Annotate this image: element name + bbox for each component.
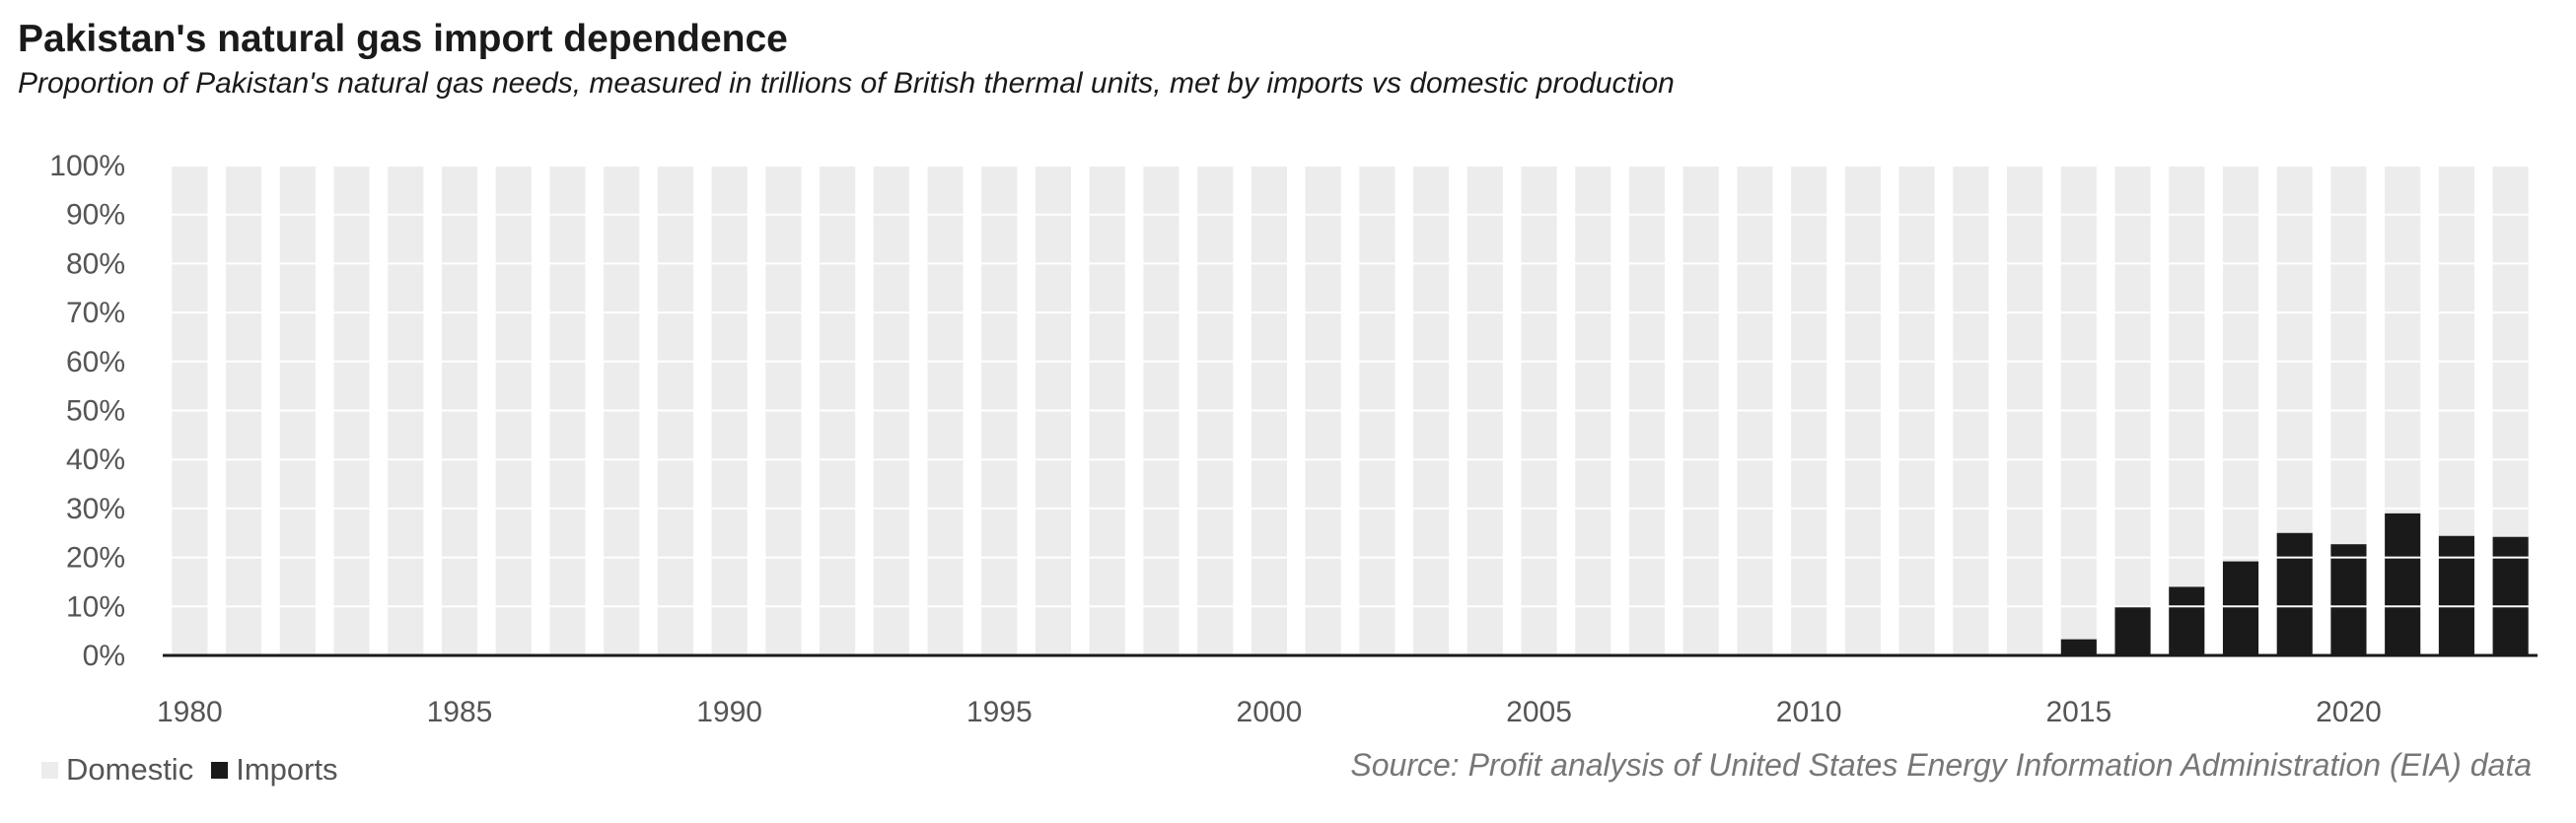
bar-domestic-2022 [2438,166,2474,536]
y-tick-label: 0% [83,640,125,672]
x-tick-label: 2015 [2045,696,2111,728]
x-tick-label: 2010 [1776,696,1842,728]
bar-domestic-2017 [2169,166,2205,587]
x-tick-label: 1985 [427,696,493,728]
bar-domestic-2023 [2492,166,2529,537]
y-tick-label: 30% [66,493,125,525]
legend-swatch-imports [211,761,229,779]
bar-imports-2021 [2385,513,2421,655]
x-tick-label: 2005 [1506,696,1572,728]
x-tick-label: 2000 [1237,696,1303,728]
chart-title: Pakistan's natural gas import dependence [18,18,788,60]
bar-imports-2022 [2438,535,2474,655]
bar-domestic-2015 [2060,166,2097,640]
y-tick-label: 10% [66,590,125,623]
x-tick-label: 1995 [966,696,1033,728]
bar-imports-2020 [2330,544,2367,655]
legend: Domestic Imports [41,752,356,788]
x-tick-label: 1990 [696,696,762,728]
y-tick-label: 60% [66,346,125,378]
y-tick-label: 80% [66,247,125,280]
legend-swatch-domestic [41,761,58,779]
y-tick-label: 100% [49,150,125,182]
legend-label-imports: Imports [236,752,338,787]
y-tick-label: 70% [66,297,125,329]
gridlines-group [163,165,2538,608]
y-tick-label: 90% [66,199,125,232]
bar-domestic-2016 [2114,166,2151,606]
source-note: Source: Profit analysis of United States… [1350,747,2532,783]
x-tick-label: 1980 [157,696,223,728]
bar-imports-2015 [2060,639,2097,655]
y-tick-label: 50% [66,395,125,428]
y-tick-label: 20% [66,542,125,575]
bar-imports-2016 [2114,605,2151,655]
x-tick-label: 2020 [2316,696,2382,728]
chart-subtitle: Proportion of Pakistan's natural gas nee… [18,67,1675,100]
bar-imports-2018 [2222,561,2259,655]
bar-domestic-2018 [2222,166,2259,562]
bar-imports-2023 [2492,536,2529,655]
y-axis-ticks: 0% 10% 20% 30% 40% 50% 60% 70% 80% 90% 100% [49,150,125,672]
x-axis-ticks: 1980 1985 1990 1995 2000 2005 2010 2015 2020 [157,696,2382,728]
legend-item-domestic: Domestic [41,752,193,788]
bar-domestic-2020 [2330,166,2367,545]
legend-item-imports: Imports [211,752,338,788]
bar-imports-2019 [2276,532,2313,655]
bar-imports-2017 [2169,586,2205,655]
bar-domestic-2021 [2385,166,2421,514]
bar-domestic-2019 [2276,166,2313,533]
y-tick-label: 40% [66,444,125,476]
legend-label-domestic: Domestic [66,752,194,787]
